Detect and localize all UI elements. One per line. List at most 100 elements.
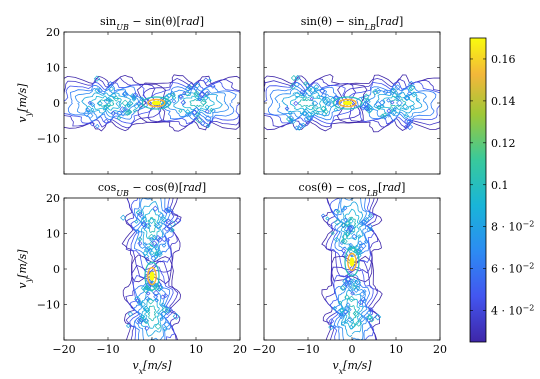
contour-blob xyxy=(349,319,355,324)
contour-blob xyxy=(303,81,309,87)
contour-blob xyxy=(144,325,150,331)
contour-line xyxy=(289,95,322,111)
contour-blob xyxy=(344,220,351,227)
contour-blob xyxy=(200,120,206,126)
contour-blob xyxy=(93,75,101,82)
contour-blob xyxy=(94,87,101,94)
contour-blob xyxy=(313,84,320,90)
hotspot-ring xyxy=(344,247,360,277)
contour-line xyxy=(274,88,340,118)
contour-blob xyxy=(345,302,351,308)
contour-blob xyxy=(395,95,401,101)
panel-title: cosUB − cos(θ)[rad] xyxy=(98,181,206,198)
contour-blob xyxy=(352,310,359,317)
contour-blob xyxy=(321,96,329,104)
contour-blob xyxy=(330,231,335,236)
x-axis-label: vx[m/s] xyxy=(332,359,372,376)
contour-blob xyxy=(193,90,200,97)
contour-blob xyxy=(146,291,151,296)
panel-2: sin(θ) − sinLB[rad] xyxy=(263,15,441,175)
contour-blob xyxy=(360,219,368,226)
panel-title: sinUB − sin(θ)[rad] xyxy=(100,15,204,32)
contour-blob xyxy=(105,97,111,102)
contour-blob xyxy=(296,125,302,131)
contour-blob xyxy=(344,294,350,300)
contour-blob xyxy=(338,300,343,305)
panel-4: −20 −10 0 10 20 cos(θ) − cosLB[rad] vx[m/s] xyxy=(252,181,447,376)
contour-blob xyxy=(119,106,126,113)
contour-blob xyxy=(191,109,198,116)
contour-blob xyxy=(137,211,143,218)
contour-blob xyxy=(140,221,148,228)
contour-blob xyxy=(161,243,167,248)
hotspot-ring xyxy=(147,98,166,108)
contour-blob xyxy=(321,111,328,117)
contour-blob xyxy=(159,316,164,321)
contour-blob xyxy=(116,110,123,117)
x-tick-label: 10 xyxy=(189,343,203,356)
contour-blob xyxy=(135,298,141,304)
contour-blob xyxy=(134,219,139,224)
contour-blob xyxy=(202,95,209,101)
axes-frame xyxy=(63,197,241,341)
contour-blob xyxy=(160,294,166,300)
contour-blob xyxy=(184,85,192,92)
contour-blob xyxy=(120,111,126,117)
contour-blob xyxy=(165,218,172,225)
contour-field xyxy=(120,198,182,340)
contour-blob xyxy=(357,299,364,306)
contour-blob xyxy=(303,116,310,122)
contour-blob xyxy=(364,98,371,105)
colorbar-tick-label: 0.1 xyxy=(491,179,509,192)
contour-blob xyxy=(96,100,103,107)
contour-blob xyxy=(348,216,353,221)
contour-blob xyxy=(348,242,354,248)
contour-blob xyxy=(410,91,418,98)
contour-blob xyxy=(340,222,346,228)
contour-blob xyxy=(163,321,170,328)
contour-blob xyxy=(343,205,348,211)
contour-blob xyxy=(152,289,160,297)
contour-blob xyxy=(359,220,365,226)
contour-blob xyxy=(403,113,409,119)
contour-blob xyxy=(103,104,110,110)
contour-blob xyxy=(358,249,363,255)
contour-blob xyxy=(284,106,290,111)
contour-blob xyxy=(145,222,152,230)
contour-blob xyxy=(354,278,361,286)
x-tick-label: −20 xyxy=(52,343,75,356)
contour-blob xyxy=(85,107,91,113)
contour-line xyxy=(336,198,367,257)
contour-blob xyxy=(403,94,411,101)
y-axis-label: vy[m/s] xyxy=(16,83,33,123)
contour-blob xyxy=(335,100,342,106)
contour-line xyxy=(132,198,171,265)
contour-blob xyxy=(336,98,343,106)
x-axis-label: vx[m/s] xyxy=(132,359,172,376)
contour-blob xyxy=(344,281,350,287)
contour-blob xyxy=(193,92,199,98)
contour-blob xyxy=(408,84,416,92)
contour-blob xyxy=(341,248,347,254)
contour-blob xyxy=(149,237,155,243)
contour-line xyxy=(340,201,364,249)
contour-blob xyxy=(158,212,165,219)
contour-blob xyxy=(122,106,127,112)
hotspot-peak xyxy=(349,257,355,267)
x-tick-label: 20 xyxy=(233,343,247,356)
contour-blob xyxy=(342,278,349,285)
colorbar-tick-label: 4 · 10−2 xyxy=(491,303,534,318)
contour-blob xyxy=(359,103,367,111)
contour-blob xyxy=(148,244,155,251)
contour-blob xyxy=(293,81,300,88)
contour-blob xyxy=(287,110,293,116)
contour-blob xyxy=(198,91,206,99)
contour-blob xyxy=(102,105,109,111)
contour-blob xyxy=(134,317,141,325)
x-tick-label: 20 xyxy=(433,343,447,356)
contour-blob xyxy=(309,96,314,101)
contour-blob xyxy=(294,125,300,131)
contour-line xyxy=(89,95,122,111)
contour-blob xyxy=(362,289,367,294)
panel-1: 20 10 0 −10 sinUB − sin(θ)[rad] vy[m/s] xyxy=(16,15,241,175)
